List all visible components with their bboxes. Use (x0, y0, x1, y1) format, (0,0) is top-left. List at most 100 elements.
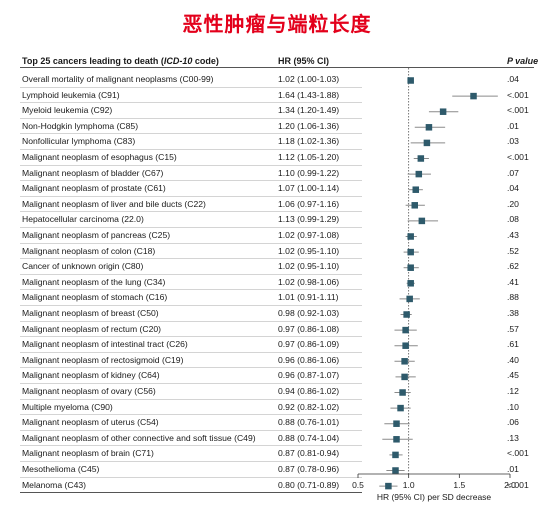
row-label: Malignant neoplasm of uterus (C54) (22, 417, 159, 428)
row-divider (20, 429, 362, 431)
figure-title: 恶性肿瘤与端粒长度 (182, 12, 372, 36)
row-divider (20, 304, 362, 306)
row-p-value: <.001 (507, 448, 529, 459)
row-p-value: .12 (507, 386, 519, 396)
row-label: Malignant neoplasm of stomach (C16) (22, 292, 168, 303)
hr-marker (402, 326, 409, 334)
row-p-value: <.001 (507, 152, 529, 162)
row-hr-value: 0.87 (0.81-0.94) (278, 448, 340, 459)
row-hr-value: 1.13 (0.99-1.29) (278, 214, 340, 225)
row-divider (20, 445, 362, 447)
row-p-value: .04 (507, 74, 519, 84)
label-column-header-prefix: Top 25 cancers leading to death ( (22, 56, 164, 66)
hr-marker (407, 233, 414, 240)
row-label: Non-Hodgkin lymphoma (C85) (22, 120, 139, 131)
hr-marker (401, 373, 408, 381)
hr-marker (407, 77, 414, 84)
row-hr-value: 0.80 (0.71-0.89) (278, 479, 340, 490)
x-axis-title: HR (95% CI) per SD decrease (377, 492, 492, 502)
row-hr-value: 1.64 (1.43-1.88) (278, 89, 340, 100)
hr-marker (412, 186, 420, 193)
row-hr-value: 1.34 (1.20-1.49) (278, 105, 340, 116)
row-p-value: .62 (507, 261, 519, 272)
row-label: Malignant neoplasm of brain (C71) (22, 448, 154, 459)
row-divider (20, 289, 362, 291)
hr-marker (425, 124, 433, 131)
row-divider (20, 164, 362, 166)
row-label: Myeloid leukemia (C92) (22, 105, 113, 116)
row-label: Malignant neoplasm of other connective a… (22, 432, 256, 443)
row-divider (20, 211, 362, 213)
row-hr-value: 1.02 (0.95-1.10) (278, 245, 340, 256)
hr-marker (392, 451, 399, 459)
row-hr-value: 1.02 (0.95-1.10) (278, 261, 340, 272)
row-divider (20, 195, 362, 197)
row-hr-value: 0.94 (0.86-1.02) (278, 386, 340, 396)
row-divider (20, 351, 362, 353)
row-p-value: .43 (507, 230, 519, 240)
row-divider (20, 117, 362, 119)
row-hr-value: 1.02 (0.98-1.06) (278, 276, 340, 287)
row-hr-value: 1.10 (0.99-1.22) (278, 167, 340, 178)
row-hr-value: 0.96 (0.86-1.06) (278, 354, 340, 365)
hr-marker (411, 202, 418, 209)
row-label: Nonfollicular lymphoma (C83) (22, 136, 136, 147)
row-p-value: .07 (507, 167, 519, 178)
forest-plot: 0.5 1.0 1.5 2.0 HR (95% CI) per SD decrease (352, 68, 516, 502)
row-label: Multiple myeloma (C90) (22, 401, 113, 412)
row-divider (20, 148, 362, 150)
row-label: Lymphoid leukemia (C91) (22, 89, 120, 100)
row-label: Malignant neoplasm of breast (C50) (22, 308, 159, 318)
row-p-value: <.001 (507, 89, 529, 100)
hr-marker (392, 467, 399, 474)
row-label: Malignant neoplasm of bladder (C67) (22, 167, 164, 178)
row-divider (20, 273, 362, 275)
row-label: Mesothelioma (C45) (22, 464, 100, 474)
row-p-value: .08 (507, 214, 519, 225)
row-p-value: .45 (507, 370, 519, 381)
row-p-value: .10 (507, 401, 519, 412)
hr-marker (403, 311, 410, 318)
row-p-value: .20 (507, 198, 519, 209)
row-divider (20, 180, 362, 182)
x-tick-label: 0.5 (352, 480, 364, 490)
hr-marker (417, 155, 425, 162)
hr-marker (397, 404, 404, 412)
row-p-value: .04 (507, 183, 519, 194)
row-divider (20, 414, 362, 416)
row-label: Malignant neoplasm of kidney (C64) (22, 370, 160, 381)
hr-marker (406, 295, 413, 303)
row-divider (20, 460, 362, 462)
row-label: Malignant neoplasm of prostate (C61) (22, 183, 166, 194)
row-label: Cancer of unknown origin (C80) (22, 261, 144, 272)
row-p-value: .61 (507, 339, 519, 350)
hr-marker (415, 170, 423, 178)
row-divider (20, 86, 362, 88)
row-hr-value: 1.02 (1.00-1.03) (278, 74, 340, 84)
hr-marker (407, 280, 414, 287)
header-rule (20, 67, 534, 68)
row-hr-value: 1.06 (0.97-1.16) (278, 198, 340, 209)
label-column-header: Top 25 cancers leading to death (ICD-10 … (22, 56, 219, 66)
row-label: Malignant neoplasm of rectosigmoid (C19) (22, 354, 184, 365)
row-label: Malignant neoplasm of esophagus (C15) (22, 152, 177, 162)
row-p-value: .38 (507, 308, 519, 318)
row-divider (20, 320, 362, 322)
row-hr-value: 1.07 (1.00-1.14) (278, 183, 340, 194)
label-column-header-code: ICD-10 (163, 56, 193, 66)
row-p-value: .03 (507, 136, 519, 147)
row-divider (20, 226, 362, 228)
row-divider (20, 336, 362, 338)
x-tick-label: 1.0 (403, 480, 415, 490)
hr-marker (470, 92, 477, 100)
row-p-value: .88 (507, 292, 519, 303)
hr-marker (401, 358, 408, 365)
row-label: Overall mortality of malignant neoplasms… (22, 74, 214, 84)
row-hr-value: 0.97 (0.86-1.09) (278, 339, 340, 350)
row-p-value: .13 (507, 432, 519, 443)
row-label: Malignant neoplasm of pancreas (C25) (22, 230, 171, 240)
row-label: Malignant neoplasm of rectum (C20) (22, 323, 161, 334)
row-hr-value: 0.98 (0.92-1.03) (278, 308, 340, 318)
row-label: Malignant neoplasm of liver and bile duc… (22, 198, 206, 209)
row-divider (20, 398, 362, 400)
